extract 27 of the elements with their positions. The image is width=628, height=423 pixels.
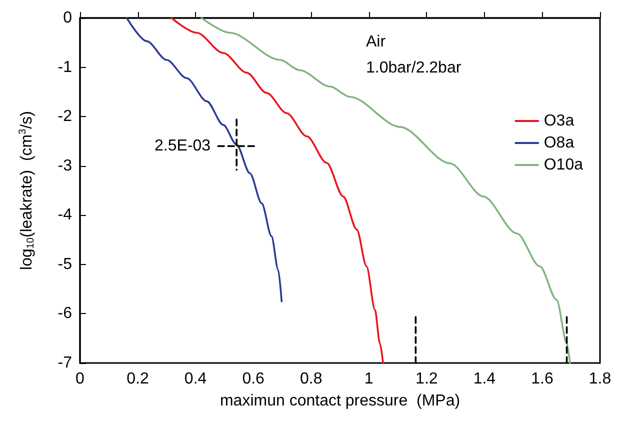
annotation: Air [366,34,386,50]
y-tick-label: -3 [58,157,72,174]
legend-label: O10a [544,156,584,174]
x-tick-label: 1 [364,370,374,388]
annotation: 1.0bar/2.2bar [366,60,462,76]
legend-label: O8a [544,134,574,152]
x-tick-label: 1.6 [531,370,554,388]
x-tick-label: 0.8 [300,370,322,388]
y-tick-label: 0 [63,10,72,26]
line-series [126,17,283,302]
annotation: 2.5E-03 [154,138,211,155]
y-tick-label: -2 [58,108,72,126]
x-tick-label: 0.6 [242,370,265,388]
y-tick-label: -7 [58,354,72,372]
x-tick-label: 1.4 [473,370,496,388]
legend-label: O3a [544,112,574,130]
x-axis-title: maximun contact pressure (MPa) [220,392,460,410]
x-tick-label: 0 [76,370,85,388]
y-tick-label: -4 [58,206,72,224]
x-tick-label: 0.2 [126,370,149,388]
x-tick-label: 1.8 [588,370,612,388]
y-tick-label: -6 [58,305,72,322]
y-axis-title: log10(leakrate) (cm3/s) [18,111,36,270]
y-tick-label: -5 [58,256,72,273]
x-tick-label: 1.2 [416,370,438,388]
y-tick-label: -1 [58,58,72,76]
x-tick-label: 0.4 [184,370,207,388]
